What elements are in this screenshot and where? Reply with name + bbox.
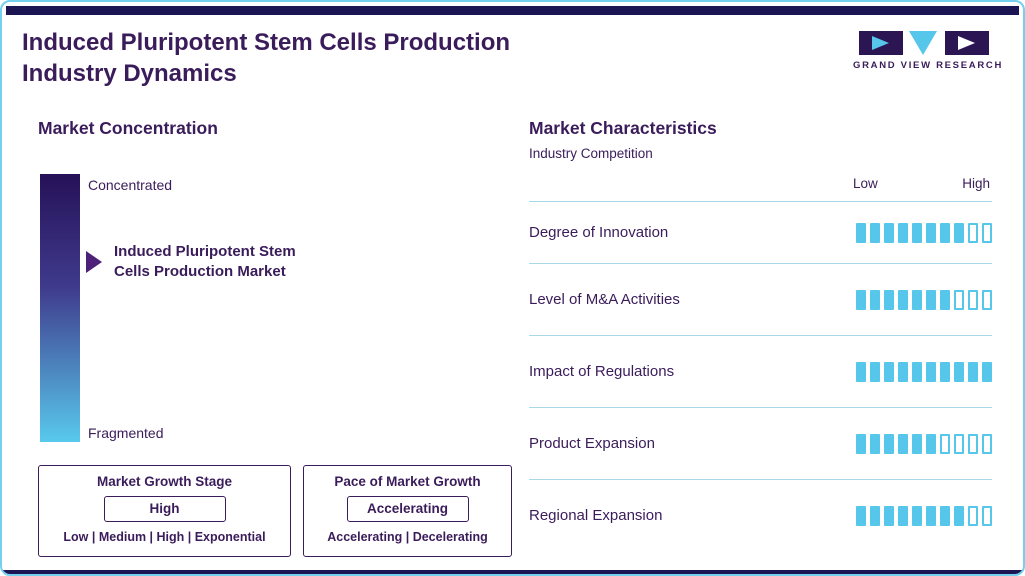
rating-segment-filled (884, 505, 894, 526)
brand-logo-text: GRAND VIEW RESEARCH (853, 60, 1004, 71)
rating-segment-filled (898, 433, 908, 454)
rating-segment-empty (982, 433, 992, 454)
rating-segment-empty (982, 505, 992, 526)
market-position-marker: Induced Pluripotent Stem Cells Productio… (86, 242, 328, 282)
rating-segment-filled (926, 361, 936, 382)
rating-segment-filled (912, 289, 922, 310)
rating-segment-filled (926, 433, 936, 454)
rating-segment-filled (912, 505, 922, 526)
characteristic-label: Level of M&A Activities (529, 291, 680, 308)
brand-logo: GRAND VIEW RESEARCH (853, 30, 1004, 71)
market-characteristics-heading: Market Characteristics (529, 118, 717, 138)
rating-segment-filled (884, 361, 894, 382)
characteristic-row: Degree of Innovation (529, 201, 992, 263)
top-strip (6, 6, 1019, 15)
rating-bar (856, 361, 992, 382)
characteristic-row: Product Expansion (529, 407, 992, 479)
pace-of-growth-options: Accelerating | Decelerating (327, 530, 488, 544)
rating-segment-filled (870, 361, 880, 382)
pace-of-growth-box: Pace of Market Growth Accelerating Accel… (303, 465, 512, 557)
rating-segment-filled (856, 289, 866, 310)
rating-segment-filled (898, 222, 908, 243)
brand-logo-icon (859, 31, 989, 55)
characteristic-row: Regional Expansion (529, 479, 992, 551)
rating-segment-empty (968, 222, 978, 243)
industry-competition-subtitle: Industry Competition (529, 146, 653, 161)
page-title: Induced Pluripotent Stem Cells Productio… (22, 27, 510, 89)
rating-segment-filled (968, 361, 978, 382)
concentration-gradient-bar (40, 174, 80, 442)
rating-segment-empty (968, 433, 978, 454)
characteristic-row: Level of M&A Activities (529, 263, 992, 335)
rating-segment-filled (954, 505, 964, 526)
bottom-strip (2, 570, 1023, 574)
rating-segment-filled (954, 222, 964, 243)
rating-segment-empty (954, 433, 964, 454)
market-concentration-heading: Market Concentration (38, 118, 218, 138)
rating-segment-filled (898, 505, 908, 526)
rating-segment-filled (982, 361, 992, 382)
marker-label: Induced Pluripotent Stem Cells Productio… (114, 243, 296, 280)
rating-bar (856, 222, 992, 243)
rating-segment-empty (968, 289, 978, 310)
rating-segment-empty (982, 289, 992, 310)
rating-segment-filled (926, 289, 936, 310)
scale-low-label: Low (853, 176, 878, 191)
rating-bar (856, 505, 992, 526)
rating-segment-empty (982, 222, 992, 243)
rating-segment-filled (954, 361, 964, 382)
rating-segment-empty (968, 505, 978, 526)
page-title-line1: Induced Pluripotent Stem Cells Productio… (22, 29, 511, 56)
characteristics-list: Degree of Innovation Level of M&A Activit… (529, 201, 992, 551)
rating-segment-filled (884, 222, 894, 243)
rating-segment-filled (940, 289, 950, 310)
rating-segment-filled (940, 505, 950, 526)
rating-segment-empty (940, 433, 950, 454)
rating-segment-filled (870, 433, 880, 454)
market-growth-stage-box: Market Growth Stage High Low | Medium | … (38, 465, 291, 557)
rating-segment-filled (856, 222, 866, 243)
characteristic-label: Impact of Regulations (529, 363, 675, 380)
rating-segment-filled (912, 433, 922, 454)
page-title-line2: Industry Dynamics (22, 60, 237, 87)
rating-segment-filled (856, 505, 866, 526)
rating-segment-filled (940, 361, 950, 382)
rating-segment-filled (898, 361, 908, 382)
characteristic-label: Degree of Innovation (529, 224, 669, 241)
fragmented-label: Fragmented (88, 425, 164, 441)
rating-segment-filled (926, 222, 936, 243)
rating-segment-filled (884, 433, 894, 454)
growth-stage-options: Low | Medium | High | Exponential (63, 530, 266, 544)
rating-segment-filled (870, 289, 880, 310)
rating-segment-filled (912, 361, 922, 382)
rating-segment-filled (898, 289, 908, 310)
characteristic-label: Product Expansion (529, 435, 655, 452)
rating-segment-filled (856, 361, 866, 382)
rating-segment-empty (954, 289, 964, 310)
rating-bar (856, 433, 992, 454)
rating-segment-filled (870, 222, 880, 243)
marker-arrow-icon (86, 251, 102, 273)
growth-stage-title: Market Growth Stage (96, 474, 233, 489)
concentrated-label: Concentrated (88, 177, 173, 193)
rating-segment-filled (870, 505, 880, 526)
scale-high-label: High (962, 176, 990, 191)
characteristic-row: Impact of Regulations (529, 335, 992, 407)
rating-bar (856, 289, 992, 310)
rating-segment-filled (856, 433, 866, 454)
pace-of-growth-title: Pace of Market Growth (334, 474, 481, 489)
growth-stage-value: High (103, 496, 226, 522)
rating-segment-filled (926, 505, 936, 526)
rating-segment-filled (912, 222, 922, 243)
characteristic-label: Regional Expansion (529, 507, 663, 524)
rating-segment-filled (884, 289, 894, 310)
pace-of-growth-value: Accelerating (346, 496, 469, 522)
rating-segment-filled (940, 222, 950, 243)
